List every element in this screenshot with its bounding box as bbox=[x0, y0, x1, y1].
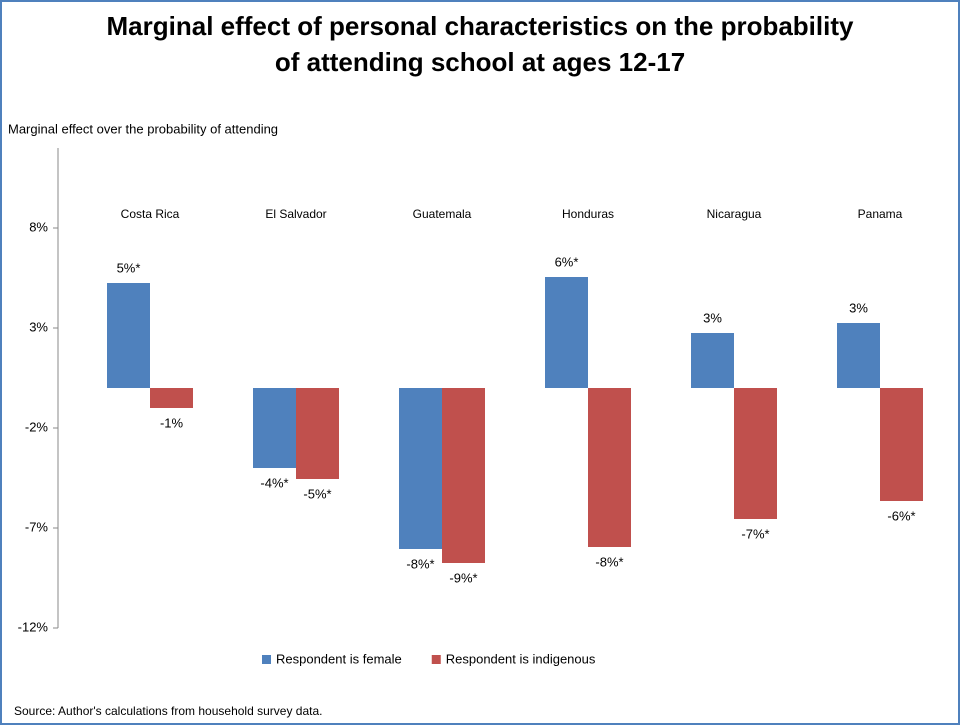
y-tick-label: 3% bbox=[29, 319, 48, 334]
data-label: 3% bbox=[703, 310, 722, 325]
y-tick-label: -2% bbox=[25, 419, 49, 434]
bar bbox=[734, 388, 777, 519]
bar bbox=[837, 323, 880, 388]
data-label: -8%* bbox=[595, 554, 623, 569]
bar bbox=[588, 388, 631, 547]
chart-title: of attending school at ages 12-17 bbox=[275, 47, 685, 77]
bar bbox=[399, 388, 442, 549]
bar bbox=[150, 388, 193, 408]
bar bbox=[296, 388, 339, 479]
y-axis-label: Marginal effect over the probability of … bbox=[8, 121, 278, 136]
data-label: -7%* bbox=[741, 526, 769, 541]
legend-swatch bbox=[262, 655, 271, 664]
bar bbox=[253, 388, 296, 468]
category-label: Panama bbox=[858, 207, 903, 221]
data-label: -5%* bbox=[303, 486, 331, 501]
data-label: 6%* bbox=[555, 254, 579, 269]
source-note: Source: Author's calculations from house… bbox=[14, 704, 322, 718]
category-label: El Salvador bbox=[265, 207, 326, 221]
data-label: -6%* bbox=[887, 508, 915, 523]
chart-title: Marginal effect of personal characterist… bbox=[107, 11, 854, 41]
legend-label: Respondent is indigenous bbox=[446, 651, 596, 666]
data-label: 5%* bbox=[117, 260, 141, 275]
category-label: Guatemala bbox=[413, 207, 472, 221]
data-label: -8%* bbox=[406, 556, 434, 571]
y-tick-label: 8% bbox=[29, 219, 48, 234]
bar bbox=[545, 277, 588, 388]
bar bbox=[880, 388, 923, 501]
data-label: 3% bbox=[849, 300, 868, 315]
data-label: -4%* bbox=[260, 475, 288, 490]
bar bbox=[442, 388, 485, 563]
category-label: Nicaragua bbox=[707, 207, 762, 221]
category-label: Costa Rica bbox=[121, 207, 180, 221]
category-label: Honduras bbox=[562, 207, 614, 221]
y-tick-label: -7% bbox=[25, 519, 49, 534]
y-tick-label: -12% bbox=[18, 619, 49, 634]
legend-swatch bbox=[431, 655, 441, 664]
data-label: -1% bbox=[160, 415, 184, 430]
legend-label: Respondent is female bbox=[276, 651, 402, 666]
bar bbox=[107, 283, 150, 388]
data-label: -9%* bbox=[449, 570, 477, 585]
bar bbox=[691, 333, 734, 388]
